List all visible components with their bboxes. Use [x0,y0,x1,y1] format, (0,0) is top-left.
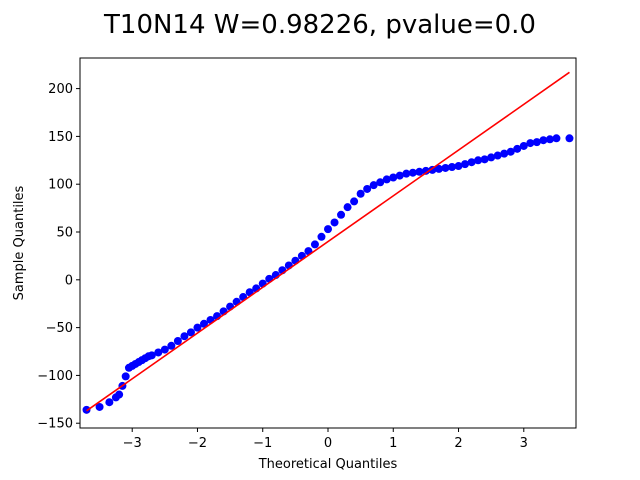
y-tick-label: 150 [48,130,73,145]
sample-point [337,210,346,219]
y-tick-label: 0 [65,273,73,288]
sample-point [421,166,430,175]
sample-point [317,232,326,241]
x-axis-label: Theoretical Quantiles [258,457,398,472]
sample-point [147,351,156,360]
plot-area [82,71,574,414]
sample-point [324,225,332,234]
sample-point [565,134,574,143]
sample-point [173,337,182,345]
sample-point [402,169,411,178]
sample-point [408,168,417,177]
sample-point [115,390,124,399]
sample-point [350,197,359,206]
sample-point [186,328,195,337]
y-axis: −150 −100 −50 0 50 100 150 200 [37,82,80,432]
y-tick-label: 50 [56,226,73,241]
sample-point [121,372,130,381]
x-tick-label: 0 [324,436,332,451]
sample-point [95,402,104,411]
sample-point [480,155,489,164]
chart-title: T10N14 W=0.98226, pvalue=0.0 [103,10,536,40]
sample-point [519,141,528,150]
sample-point [526,139,535,148]
sample-point [415,167,424,176]
sample-point [395,171,404,180]
sample-point [356,189,365,198]
x-tick-label: 3 [520,436,528,451]
x-tick-label: −2 [188,436,207,451]
sample-point [343,203,352,212]
sample-point [180,332,189,341]
y-tick-label: −150 [37,417,73,432]
sample-point [532,138,541,147]
sample-point [105,398,114,407]
sample-point [369,181,378,190]
x-axis: −3 −2 −1 0 1 2 3 [123,428,528,451]
sample-point [513,144,522,153]
sample-point [454,162,463,171]
sample-point [310,240,319,249]
sample-point [539,136,548,145]
x-tick-label: −1 [253,436,272,451]
sample-point [474,156,483,165]
sample-point [467,158,476,167]
sample-point [448,162,456,171]
y-axis-label: Sample Quantiles [12,185,27,300]
sample-point [434,164,443,173]
sample-point [193,323,202,332]
sample-point [545,135,554,144]
y-tick-label: −100 [37,369,73,384]
sample-point [493,151,502,160]
sample-point [382,175,391,184]
y-tick-label: 100 [48,178,73,193]
sample-point [376,178,385,187]
sample-point [154,348,163,357]
sample-point [200,319,208,328]
x-tick-label: 2 [454,436,462,451]
y-tick-label: −50 [46,321,73,336]
sample-point [167,341,176,350]
sample-point [461,160,470,169]
sample-point [389,173,398,182]
sample-point [441,163,450,172]
sample-point [552,134,561,143]
sample-point [500,149,509,158]
y-tick-label: 200 [48,82,73,97]
sample-point [363,184,372,193]
sample-point [330,218,339,227]
x-tick-label: 1 [389,436,397,451]
sample-point [506,147,515,156]
x-tick-label: −3 [123,436,142,451]
sample-point [160,345,169,354]
sample-point [487,153,496,162]
reference-line [86,71,570,412]
